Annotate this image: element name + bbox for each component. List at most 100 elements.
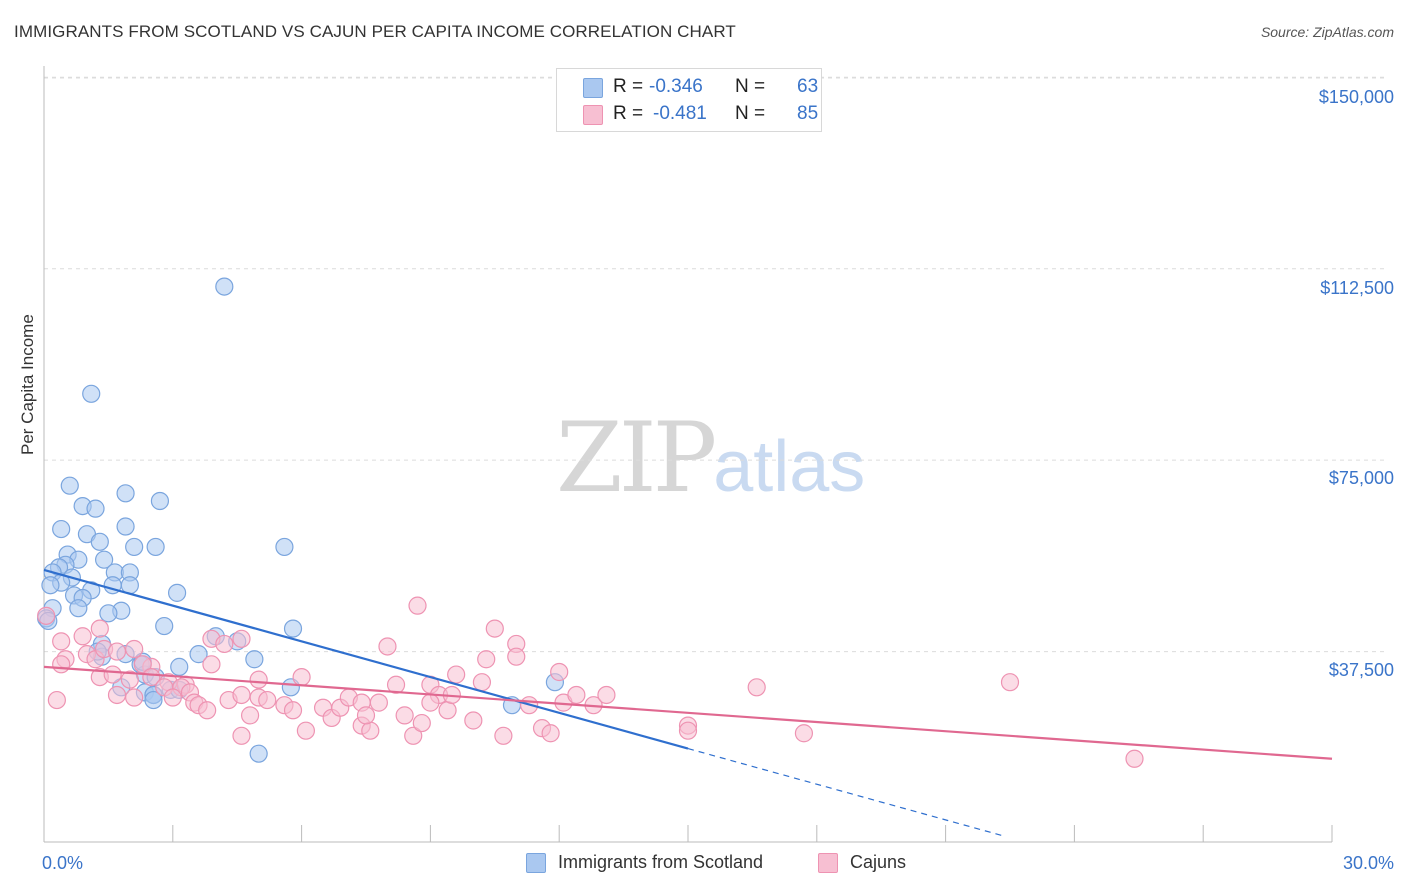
cajun-point — [283, 701, 303, 720]
cajun-point — [541, 724, 560, 743]
scotland-point — [283, 619, 303, 638]
cajun-point — [447, 665, 466, 684]
scotland-point — [60, 476, 79, 495]
cajun-point — [198, 701, 217, 720]
cajun-point — [240, 706, 260, 725]
scotland-point — [170, 657, 189, 676]
cajun-point — [107, 642, 127, 661]
watermark-zip: ZIP — [556, 402, 717, 514]
cajun-swatch — [583, 105, 603, 125]
cajun-swatch — [818, 853, 838, 873]
scotland-point — [116, 517, 135, 536]
cajun-point — [597, 685, 616, 705]
cajun-point — [232, 726, 251, 745]
cajun-point — [103, 665, 122, 684]
cajun-point — [438, 701, 457, 720]
cajun-point — [421, 693, 440, 712]
x-tick-label-min: 0.0% — [42, 853, 84, 873]
y-tick-label-1: $37,500 — [1328, 660, 1394, 680]
cajun-point — [550, 662, 569, 682]
cajun-point — [232, 629, 251, 648]
cajun-point — [73, 627, 92, 646]
cajun-point — [507, 647, 526, 666]
r-value: -0.481 — [653, 103, 707, 124]
cajun-point — [202, 655, 221, 674]
cajun-point — [386, 675, 406, 694]
cajun-point — [404, 726, 423, 745]
scotland-point — [150, 491, 170, 511]
cajun-point — [125, 688, 144, 707]
scotland-point — [249, 744, 268, 763]
cajun-point — [361, 721, 380, 740]
cajun-point — [163, 688, 182, 707]
cajun-point — [494, 726, 513, 745]
scotland-point — [146, 537, 165, 557]
scotland-point — [69, 599, 88, 618]
cajun-trend-line — [43, 665, 1333, 760]
cajun-point — [52, 632, 71, 651]
cajun-point — [249, 670, 268, 689]
cajun-point — [1125, 749, 1144, 768]
cajun-point — [215, 634, 234, 654]
watermark-atlas: atlas — [713, 427, 866, 507]
cajun-point — [408, 596, 427, 615]
legend-label-scotland: Immigrants from Scotland — [558, 852, 764, 872]
scotland-point — [86, 499, 105, 518]
cajun-point — [567, 685, 586, 705]
cajun-point — [296, 721, 315, 740]
y-axis-title: Per Capita Income — [18, 314, 37, 455]
cajun-point — [232, 685, 251, 705]
series-legend: Immigrants from Scotland Cajuns — [526, 851, 946, 877]
scotland-point — [82, 384, 101, 403]
r-label: R = — [613, 76, 644, 97]
x-tick-label-max: 30.0% — [1342, 853, 1394, 873]
cajun-point — [90, 619, 109, 638]
scotland-point — [125, 537, 144, 557]
scotland-point — [215, 277, 234, 296]
cajun-point — [747, 678, 766, 697]
cajun-point — [464, 711, 483, 730]
cajun-point — [477, 650, 496, 669]
scotland-trend-line — [43, 568, 689, 750]
y-tick-label-4: $150,000 — [1318, 87, 1394, 107]
r-label: R = — [613, 103, 644, 124]
scotland-swatch — [583, 78, 603, 98]
n-label: N = — [735, 76, 766, 97]
n-value: 85 — [797, 103, 819, 124]
r-value: -0.346 — [649, 76, 703, 97]
scotland-point — [41, 576, 60, 595]
cajun-point — [107, 685, 127, 705]
scotland-point — [144, 690, 163, 710]
cajun-point — [412, 713, 431, 733]
cajun-point — [292, 667, 311, 687]
scotland-point — [245, 650, 264, 669]
scotland-swatch — [526, 853, 546, 873]
cajun-point — [1000, 673, 1020, 692]
n-value: 63 — [797, 76, 819, 97]
y-tick-label-3: $112,500 — [1320, 278, 1394, 298]
cajun-point — [37, 606, 56, 625]
legend-label-cajuns: Cajuns — [850, 852, 907, 872]
scotland-point — [275, 537, 294, 557]
cajun-point — [378, 637, 397, 656]
scotland-trend-extension — [687, 747, 1002, 836]
scotland-point — [52, 519, 71, 539]
correlation-legend: R = -0.346 N = 63 R = -0.481 N = 85 — [556, 68, 822, 132]
scotland-point — [155, 616, 174, 636]
cajun-point — [356, 706, 376, 725]
n-label: N = — [735, 103, 766, 124]
cajun-point — [794, 724, 814, 743]
cajun-point — [52, 655, 71, 674]
cajun-point — [47, 690, 66, 710]
cajun-point — [142, 667, 161, 687]
scotland-point — [95, 550, 114, 569]
scotland-point — [90, 532, 109, 551]
chart-title: IMMIGRANTS FROM SCOTLAND VS CAJUN PER CA… — [14, 22, 736, 41]
cajun-point — [125, 639, 144, 659]
cajun-point — [472, 673, 492, 692]
scotland-point — [99, 604, 118, 623]
cajun-point — [369, 693, 388, 712]
source-label: Source: ZipAtlas.com — [1260, 24, 1394, 40]
scotland-point — [167, 583, 187, 602]
